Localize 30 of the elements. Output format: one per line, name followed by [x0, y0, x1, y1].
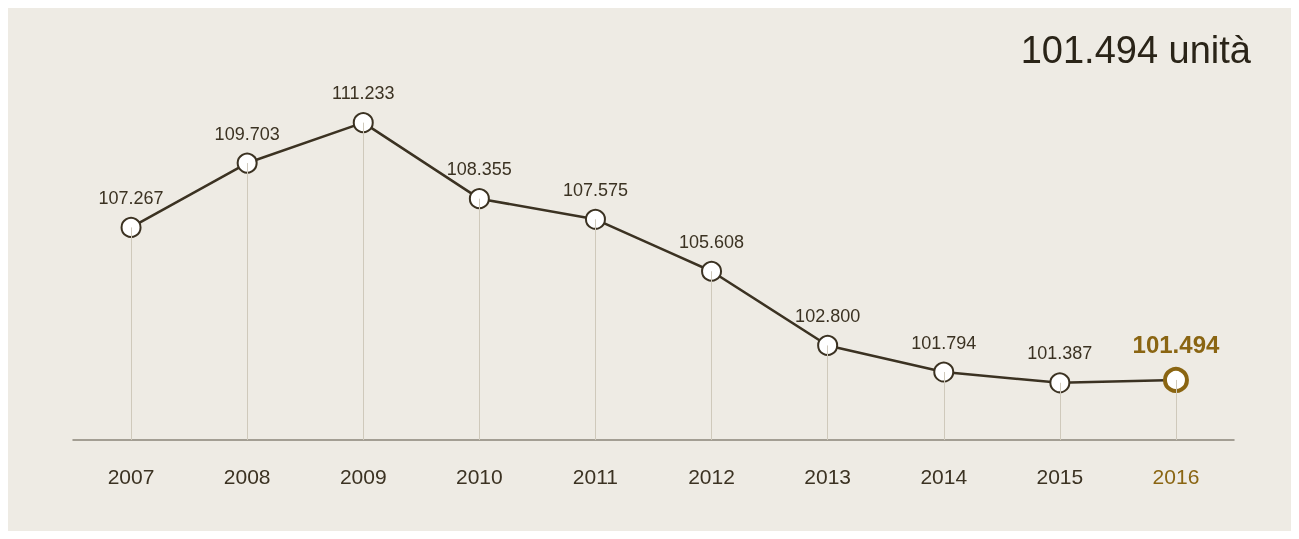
data-label: 105.608	[679, 231, 745, 252]
x-tick-label: 2008	[223, 465, 271, 488]
data-label: 111.233	[332, 83, 395, 104]
point	[352, 112, 374, 134]
x-tick-label: 2011	[572, 465, 619, 488]
point	[120, 216, 142, 238]
data-label: 107.575	[562, 179, 628, 200]
x-tick-label: 2010	[455, 465, 503, 488]
point	[817, 334, 839, 356]
data-label: 101.387	[1027, 343, 1093, 364]
x-tick-label: 2015	[1036, 465, 1084, 488]
chart-title: 101.494 unità	[1020, 29, 1252, 71]
x-tick-label: 2014	[920, 465, 968, 488]
point	[933, 361, 955, 383]
point	[236, 152, 258, 174]
point	[1049, 372, 1071, 394]
point	[468, 188, 490, 210]
x-tick-label: 2016	[1152, 465, 1200, 488]
x-tick-label: 2009	[339, 465, 387, 488]
data-label: 107.267	[98, 187, 164, 208]
data-label: 101.494	[1132, 331, 1220, 359]
data-label: 101.794	[911, 332, 977, 353]
data-label: 108.355	[446, 159, 512, 180]
point	[701, 260, 723, 282]
x-tick-label: 2007	[107, 465, 155, 488]
x-tick-label: 2013	[804, 465, 852, 488]
x-tick-label: 2012	[688, 465, 735, 488]
data-label: 102.800	[795, 305, 861, 326]
data-label: 109.703	[214, 123, 280, 144]
point	[584, 208, 606, 230]
